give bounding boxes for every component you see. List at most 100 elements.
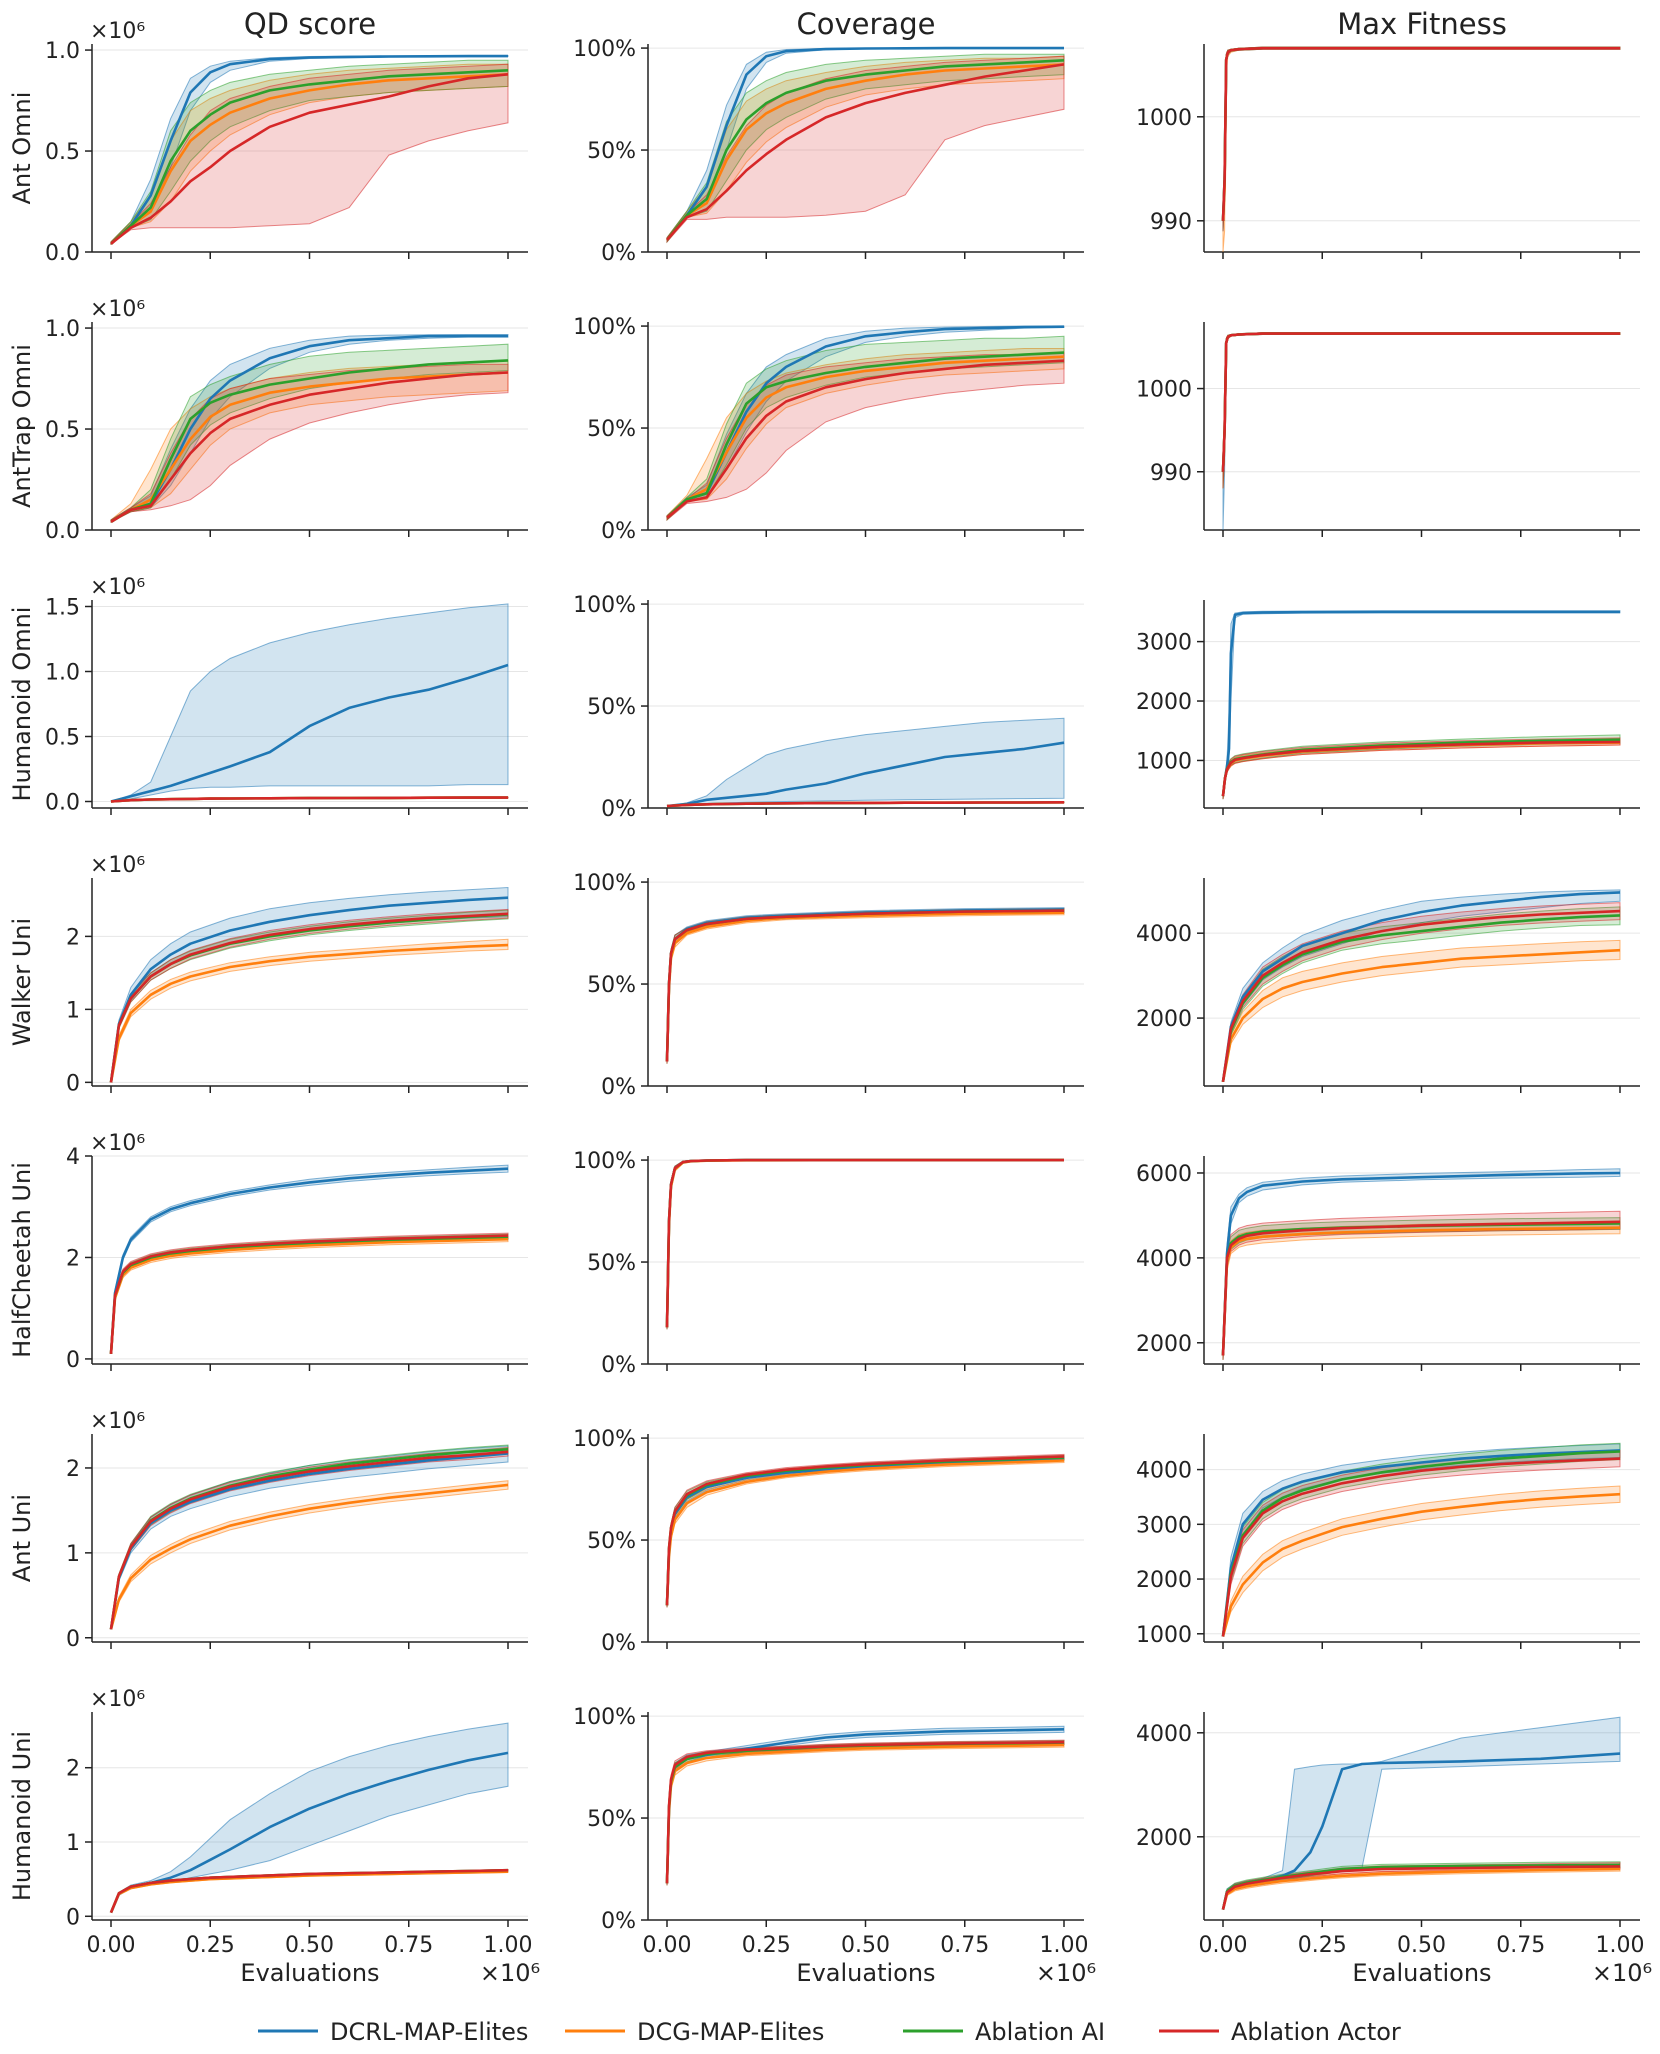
y-tick-label: 0.0 xyxy=(45,519,80,544)
y-tick-label: 0 xyxy=(66,1348,80,1373)
legend-item-dcrl: DCRL-MAP-Elites xyxy=(258,2018,528,2046)
panel-ant-omni-coverage: 0% 50% 100% xyxy=(573,37,1084,266)
band-ablation-ai xyxy=(666,908,1065,1064)
row-title-humanoid-omni: Humanoid Omni xyxy=(8,607,36,802)
series-line-dcg-map-elites xyxy=(109,1483,509,1630)
y-tick-label: 100% xyxy=(573,37,636,62)
band-dcg-map-elites xyxy=(1222,939,1621,1082)
column-title-max-fitness: Max Fitness xyxy=(1337,7,1507,41)
legend-label-dcrl: DCRL-MAP-Elites xyxy=(330,2018,528,2046)
panel-ant-omni-max-fitness: 990 1000 xyxy=(1136,44,1640,259)
x-scale-label-coverage: ×10⁶ xyxy=(1036,1959,1096,1987)
x-tick-label: 1.00 xyxy=(1596,1933,1645,1958)
y-tick-label: 4000 xyxy=(1136,1722,1192,1747)
series-line-dcrl-map-elites xyxy=(1221,1752,1621,1910)
legend-item-dcg: DCG-MAP-Elites xyxy=(565,2018,824,2046)
x-tick-label: 0.00 xyxy=(643,1933,692,1958)
series-line-ablation-actor xyxy=(665,1158,1064,1328)
chart-row-halfcheetah-uni: HalfCheetah Uni 0 2 4 ×10⁶ 0% 50% 100% 2000 4000 6… xyxy=(8,1131,1640,1378)
band-dcrl-map-elites xyxy=(1222,46,1621,232)
series-line-dcg-map-elites xyxy=(1221,46,1620,221)
series-line-dcrl-map-elites xyxy=(665,908,1065,1062)
panel-walker-uni-coverage: 0% 50% 100% xyxy=(573,871,1084,1100)
column-title-qd-score: QD score xyxy=(244,7,376,41)
series-line-dcg-map-elites xyxy=(1221,948,1621,1083)
series-line-ablation-actor xyxy=(1221,740,1621,797)
series-line-dcg-map-elites xyxy=(1221,332,1620,472)
y-tick-label: 50% xyxy=(587,1807,636,1832)
series-line-ablation-ai xyxy=(110,359,509,524)
panel-walker-uni-qd-score: 0 1 2 ×10⁶ xyxy=(66,853,528,1096)
band-ablation-actor xyxy=(1222,737,1621,800)
band-dcrl-map-elites xyxy=(110,603,509,802)
series-line-dcrl-map-elites xyxy=(665,46,1064,241)
series-line-dcg-map-elites xyxy=(665,1743,1065,1884)
series-line-ablation-actor xyxy=(665,1455,1065,1606)
series-line-ablation-ai xyxy=(1221,1222,1621,1356)
series-line-ablation-actor xyxy=(110,73,509,245)
series-line-dcrl-map-elites xyxy=(109,896,509,1083)
band-dcrl-map-elites xyxy=(1222,610,1621,800)
series-line-dcrl-map-elites xyxy=(666,741,1065,808)
y-tick-label: 4 xyxy=(66,1145,80,1170)
band-dcg-map-elites xyxy=(666,1742,1065,1886)
x-axis-label-coverage: Evaluations xyxy=(796,1959,935,1987)
x-tick-label: 1.00 xyxy=(484,1933,533,1958)
y-tick-label: 1 xyxy=(66,998,80,1023)
series-line-dcrl-map-elites xyxy=(1221,891,1621,1082)
y-tick-label: 0.5 xyxy=(45,140,80,165)
band-ablation-ai xyxy=(666,1159,1064,1330)
series-line-ablation-actor xyxy=(666,801,1065,808)
y-tick-label: 4000 xyxy=(1136,1459,1192,1484)
series-line-ablation-actor xyxy=(110,796,508,803)
series-line-ablation-actor xyxy=(666,63,1065,241)
x-tick-label: 0.25 xyxy=(742,1933,791,1958)
series-line-ablation-actor xyxy=(1221,1865,1621,1910)
series-line-ablation-ai xyxy=(110,69,509,245)
y-tick-label: 0% xyxy=(601,1353,636,1378)
y-tick-label: 100% xyxy=(573,1427,636,1452)
y-tick-label: 50% xyxy=(587,1251,636,1276)
series-line-ablation-ai xyxy=(109,1235,509,1354)
series-line-ablation-actor xyxy=(109,1234,509,1354)
y-tick-label: 1.5 xyxy=(45,596,80,621)
series-line-ablation-actor xyxy=(109,1450,509,1630)
series-line-dcg-map-elites xyxy=(110,73,509,245)
y-tick-label: 0.5 xyxy=(45,726,80,751)
y-tick-label: 0 xyxy=(66,1627,80,1652)
y-tick-label: 990 xyxy=(1150,210,1192,235)
band-ablation-actor xyxy=(1222,332,1621,489)
row-title-ant-omni: Ant Omni xyxy=(8,92,36,205)
series-line-ablation-actor xyxy=(665,1740,1065,1884)
band-ablation-actor xyxy=(666,1159,1064,1330)
band-ablation-actor xyxy=(666,55,1065,244)
series-line-ablation-actor xyxy=(665,909,1065,1062)
y-tick-label: 1.0 xyxy=(45,39,80,64)
y-scale-label: ×10⁶ xyxy=(90,1409,145,1434)
band-dcg-map-elites xyxy=(666,1159,1064,1330)
legend-item-ablation-actor: Ablation Actor xyxy=(1159,2018,1401,2046)
x-scale-label-qd-score: ×10⁶ xyxy=(480,1959,540,1987)
y-tick-label: 2 xyxy=(66,1457,80,1482)
y-tick-label: 0% xyxy=(601,241,636,266)
y-tick-label: 0.5 xyxy=(45,418,80,443)
panel-humanoid-omni-coverage: 0% 50% 100% xyxy=(573,593,1084,822)
row-title-halfcheetah-uni: HalfCheetah Uni xyxy=(8,1162,36,1358)
series-line-ablation-actor xyxy=(110,371,509,524)
series-line-dcrl-map-elites xyxy=(665,1158,1064,1328)
y-tick-label: 50% xyxy=(587,139,636,164)
y-tick-label: 0% xyxy=(601,1075,636,1100)
y-tick-label: 0.0 xyxy=(45,791,80,816)
band-dcrl-map-elites xyxy=(1222,1168,1621,1360)
column-titles: QD score Coverage Max Fitness xyxy=(244,7,1507,41)
y-tick-label: 100% xyxy=(573,593,636,618)
series-line-ablation-actor xyxy=(666,359,1065,519)
y-tick-label: 4000 xyxy=(1136,922,1192,947)
x-axis-labels: Evaluations Evaluations Evaluations ×10⁶… xyxy=(240,1959,1652,1987)
panel-anttrap-omni-coverage: 0% 50% 100% xyxy=(573,315,1084,544)
series-line-dcrl-map-elites xyxy=(110,54,508,245)
row-title-ant-uni: Ant Uni xyxy=(8,1494,36,1582)
y-tick-label: 50% xyxy=(587,417,636,442)
x-tick-label: 0.00 xyxy=(1199,1933,1248,1958)
